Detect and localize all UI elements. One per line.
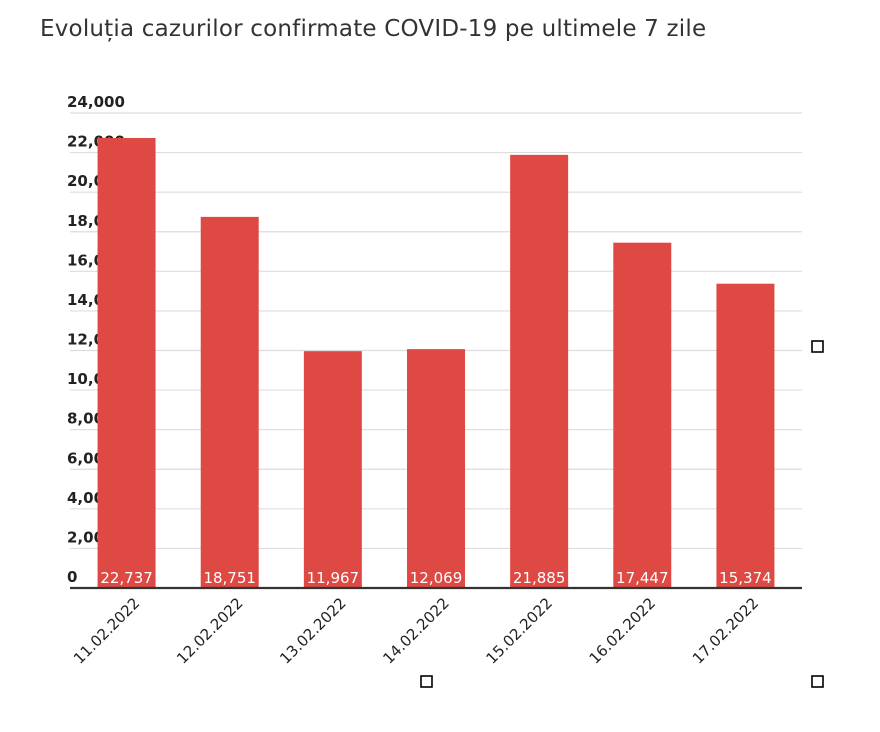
resize-handle-bottom-middle[interactable]: [420, 675, 433, 688]
data-label: 11,967: [307, 569, 360, 587]
bar[interactable]: [97, 137, 156, 588]
bar[interactable]: [303, 351, 362, 588]
data-labels: 22,737 18,751 11,967 12,069 21,885 17,447 15,3…: [100, 569, 771, 587]
chart-title: Evoluția cazurilor confirmate COVID-19 p…: [40, 16, 707, 42]
data-label: 12,069: [410, 569, 463, 587]
resize-handle-right-middle[interactable]: [811, 340, 824, 353]
x-tick-label: 12.02.2022: [173, 594, 246, 667]
data-label: 22,737: [100, 569, 153, 587]
bars: [97, 137, 775, 588]
x-tick-label: 17.02.2022: [689, 594, 762, 667]
x-tick-label: 13.02.2022: [276, 594, 349, 667]
x-tick-label: 14.02.2022: [379, 594, 452, 667]
data-label: 21,885: [513, 569, 566, 587]
x-tick-label: 15.02.2022: [483, 594, 556, 667]
x-axis: 11.02.2022 12.02.2022 13.02.2022 14.02.2022…: [70, 586, 802, 668]
x-tick-label: 16.02.2022: [586, 594, 659, 667]
x-tick-label: 11.02.2022: [70, 594, 143, 667]
data-label: 17,447: [616, 569, 669, 587]
data-label: 15,374: [719, 569, 772, 587]
resize-handle-bottom-right[interactable]: [811, 675, 824, 688]
bar[interactable]: [716, 283, 775, 588]
bar[interactable]: [200, 216, 259, 588]
data-label: 18,751: [203, 569, 256, 587]
bar[interactable]: [407, 349, 465, 588]
y-tick-label: 0: [67, 568, 77, 586]
y-tick-label: 24,000: [67, 93, 125, 111]
bar[interactable]: [510, 154, 569, 588]
bar[interactable]: [613, 242, 672, 588]
selection-handles[interactable]: [420, 340, 824, 688]
